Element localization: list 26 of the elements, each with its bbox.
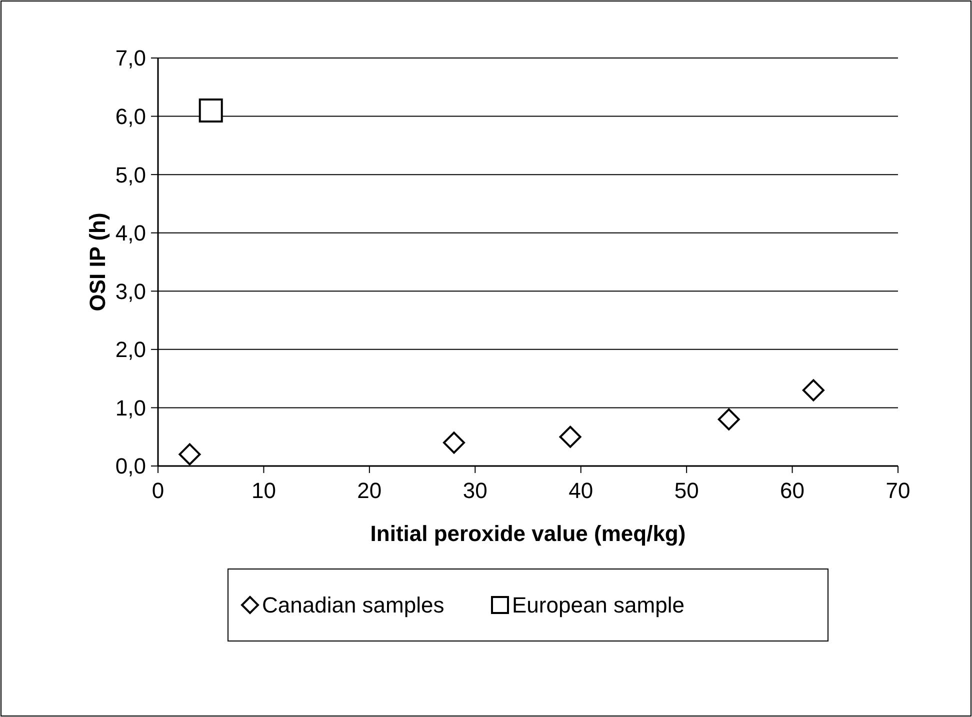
x-tick-label: 40 — [568, 478, 594, 503]
y-tick-label: 3,0 — [115, 278, 146, 304]
x-tick-label: 60 — [780, 478, 805, 503]
y-axis-title: OSI IP (h) — [85, 212, 110, 312]
point — [802, 379, 824, 402]
y-tick-label: 2,0 — [115, 337, 146, 362]
x-tick-label: 70 — [886, 478, 910, 503]
point — [443, 432, 465, 454]
point — [718, 408, 740, 430]
x-tick-label: 10 — [251, 478, 276, 503]
x-tick-label: 0 — [152, 478, 164, 503]
x-tick-label: 20 — [357, 478, 382, 503]
legend-label: Canadian samples — [262, 592, 444, 618]
legend-label: European sample — [512, 592, 684, 618]
y-tick-label: 1,0 — [115, 395, 146, 420]
y-tick-label: 7,0 — [115, 46, 146, 71]
point — [198, 98, 223, 122]
y-tick-label: 5,0 — [115, 162, 146, 188]
y-tick-label: 0,0 — [115, 454, 146, 479]
x-axis-title: Initial peroxide value (meq/kg) — [370, 521, 686, 546]
x-tick-label: 50 — [674, 478, 699, 503]
y-tick-label: 4,0 — [115, 220, 146, 246]
x-tick-label: 30 — [462, 478, 488, 503]
point — [178, 443, 201, 466]
point — [559, 426, 582, 448]
y-tick-label: 6,0 — [115, 104, 146, 129]
